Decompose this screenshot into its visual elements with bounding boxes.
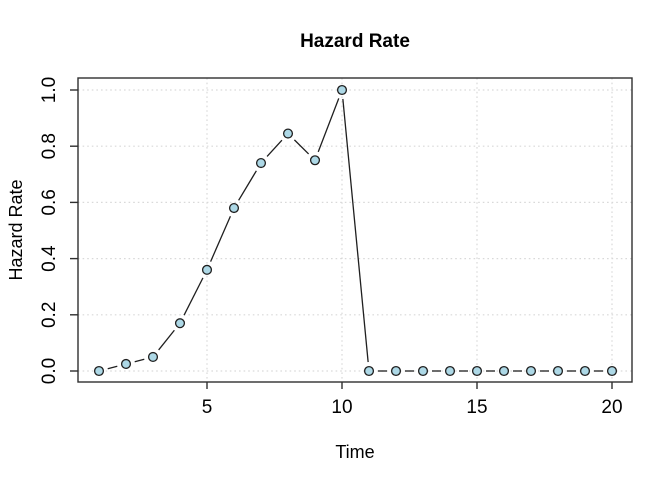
series-segment xyxy=(293,139,310,155)
data-point xyxy=(336,84,348,96)
data-point xyxy=(471,365,483,377)
x-tick-label: 20 xyxy=(601,397,622,418)
grid-lines xyxy=(78,78,632,382)
x-tick-label: 10 xyxy=(331,397,352,418)
y-axis-label: Hazard Rate xyxy=(6,179,26,280)
data-point xyxy=(525,365,537,377)
series-segment xyxy=(210,216,231,262)
data-point xyxy=(444,365,456,377)
y-tick-label: 0.2 xyxy=(39,302,60,328)
series-segment xyxy=(317,98,340,153)
data-point xyxy=(417,365,429,377)
data-point xyxy=(390,365,402,377)
x-tick-label: 15 xyxy=(466,397,487,418)
y-tick-label: 0.8 xyxy=(39,133,60,159)
x-axis: 5 10 15 20 xyxy=(202,382,623,418)
series-segment xyxy=(342,98,369,363)
series-segment xyxy=(266,139,283,157)
series-segment xyxy=(183,277,204,316)
data-point xyxy=(201,264,213,275)
data-point xyxy=(174,318,186,329)
y-tick-label: 0.0 xyxy=(39,358,60,384)
x-tick-label: 5 xyxy=(202,397,213,418)
x-axis-label: Time xyxy=(335,442,374,462)
data-point xyxy=(606,365,618,377)
data-point xyxy=(579,365,591,377)
series-segment xyxy=(238,170,257,201)
data-point xyxy=(552,365,564,377)
plot-box xyxy=(77,77,633,383)
series-segment xyxy=(107,365,118,370)
data-series xyxy=(93,84,618,377)
data-point xyxy=(309,155,321,166)
series-segment xyxy=(158,329,175,351)
y-tick-label: 0.4 xyxy=(39,245,60,272)
data-point xyxy=(363,365,375,377)
y-tick-label: 0.6 xyxy=(39,189,60,215)
data-point xyxy=(147,351,159,363)
chart-title: Hazard Rate xyxy=(300,31,410,52)
data-point xyxy=(255,158,267,169)
data-point xyxy=(282,128,294,139)
data-point xyxy=(120,358,132,370)
series-segment xyxy=(134,358,145,363)
y-axis: 0.0 0.2 0.4 0.6 0.8 1.0 xyxy=(39,77,78,384)
data-point xyxy=(93,365,105,377)
y-tick-label: 1.0 xyxy=(39,77,60,103)
data-point xyxy=(228,202,240,214)
data-point xyxy=(498,365,510,377)
